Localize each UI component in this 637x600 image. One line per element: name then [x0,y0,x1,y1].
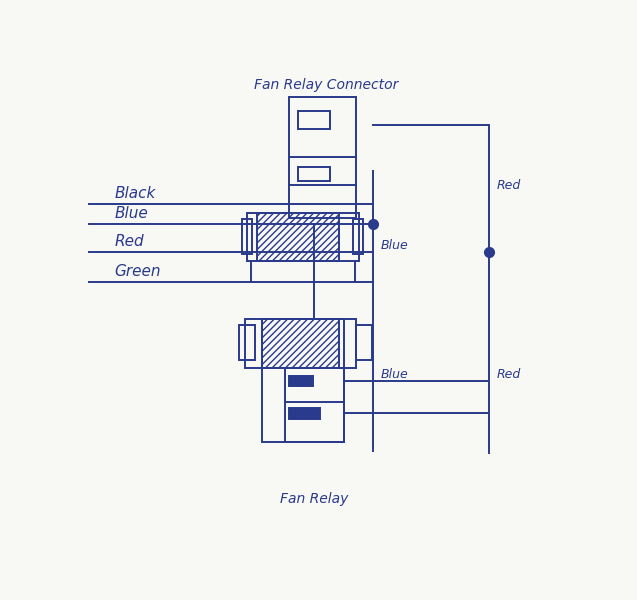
Bar [285,368,344,442]
Bar [289,409,320,419]
Text: Blue: Blue [381,239,408,252]
Bar [289,97,356,218]
Text: Green: Green [114,264,161,279]
Bar [241,219,252,254]
Text: Blue: Blue [114,206,148,221]
Text: Red: Red [114,234,144,249]
Text: Blue: Blue [381,368,408,381]
Bar [356,325,372,360]
Bar [248,213,359,262]
Text: Fan Relay: Fan Relay [280,493,348,506]
Bar [298,111,330,129]
Bar [257,213,339,262]
Bar [262,319,344,442]
Bar [289,376,313,386]
Text: Red: Red [497,368,521,381]
Text: Fan Relay Connector: Fan Relay Connector [254,78,399,92]
Bar [245,319,356,368]
Bar [298,167,330,181]
Text: Red: Red [497,179,521,191]
Bar [262,319,339,368]
Bar [353,219,364,254]
Text: Black: Black [114,185,155,200]
Bar [239,325,255,360]
